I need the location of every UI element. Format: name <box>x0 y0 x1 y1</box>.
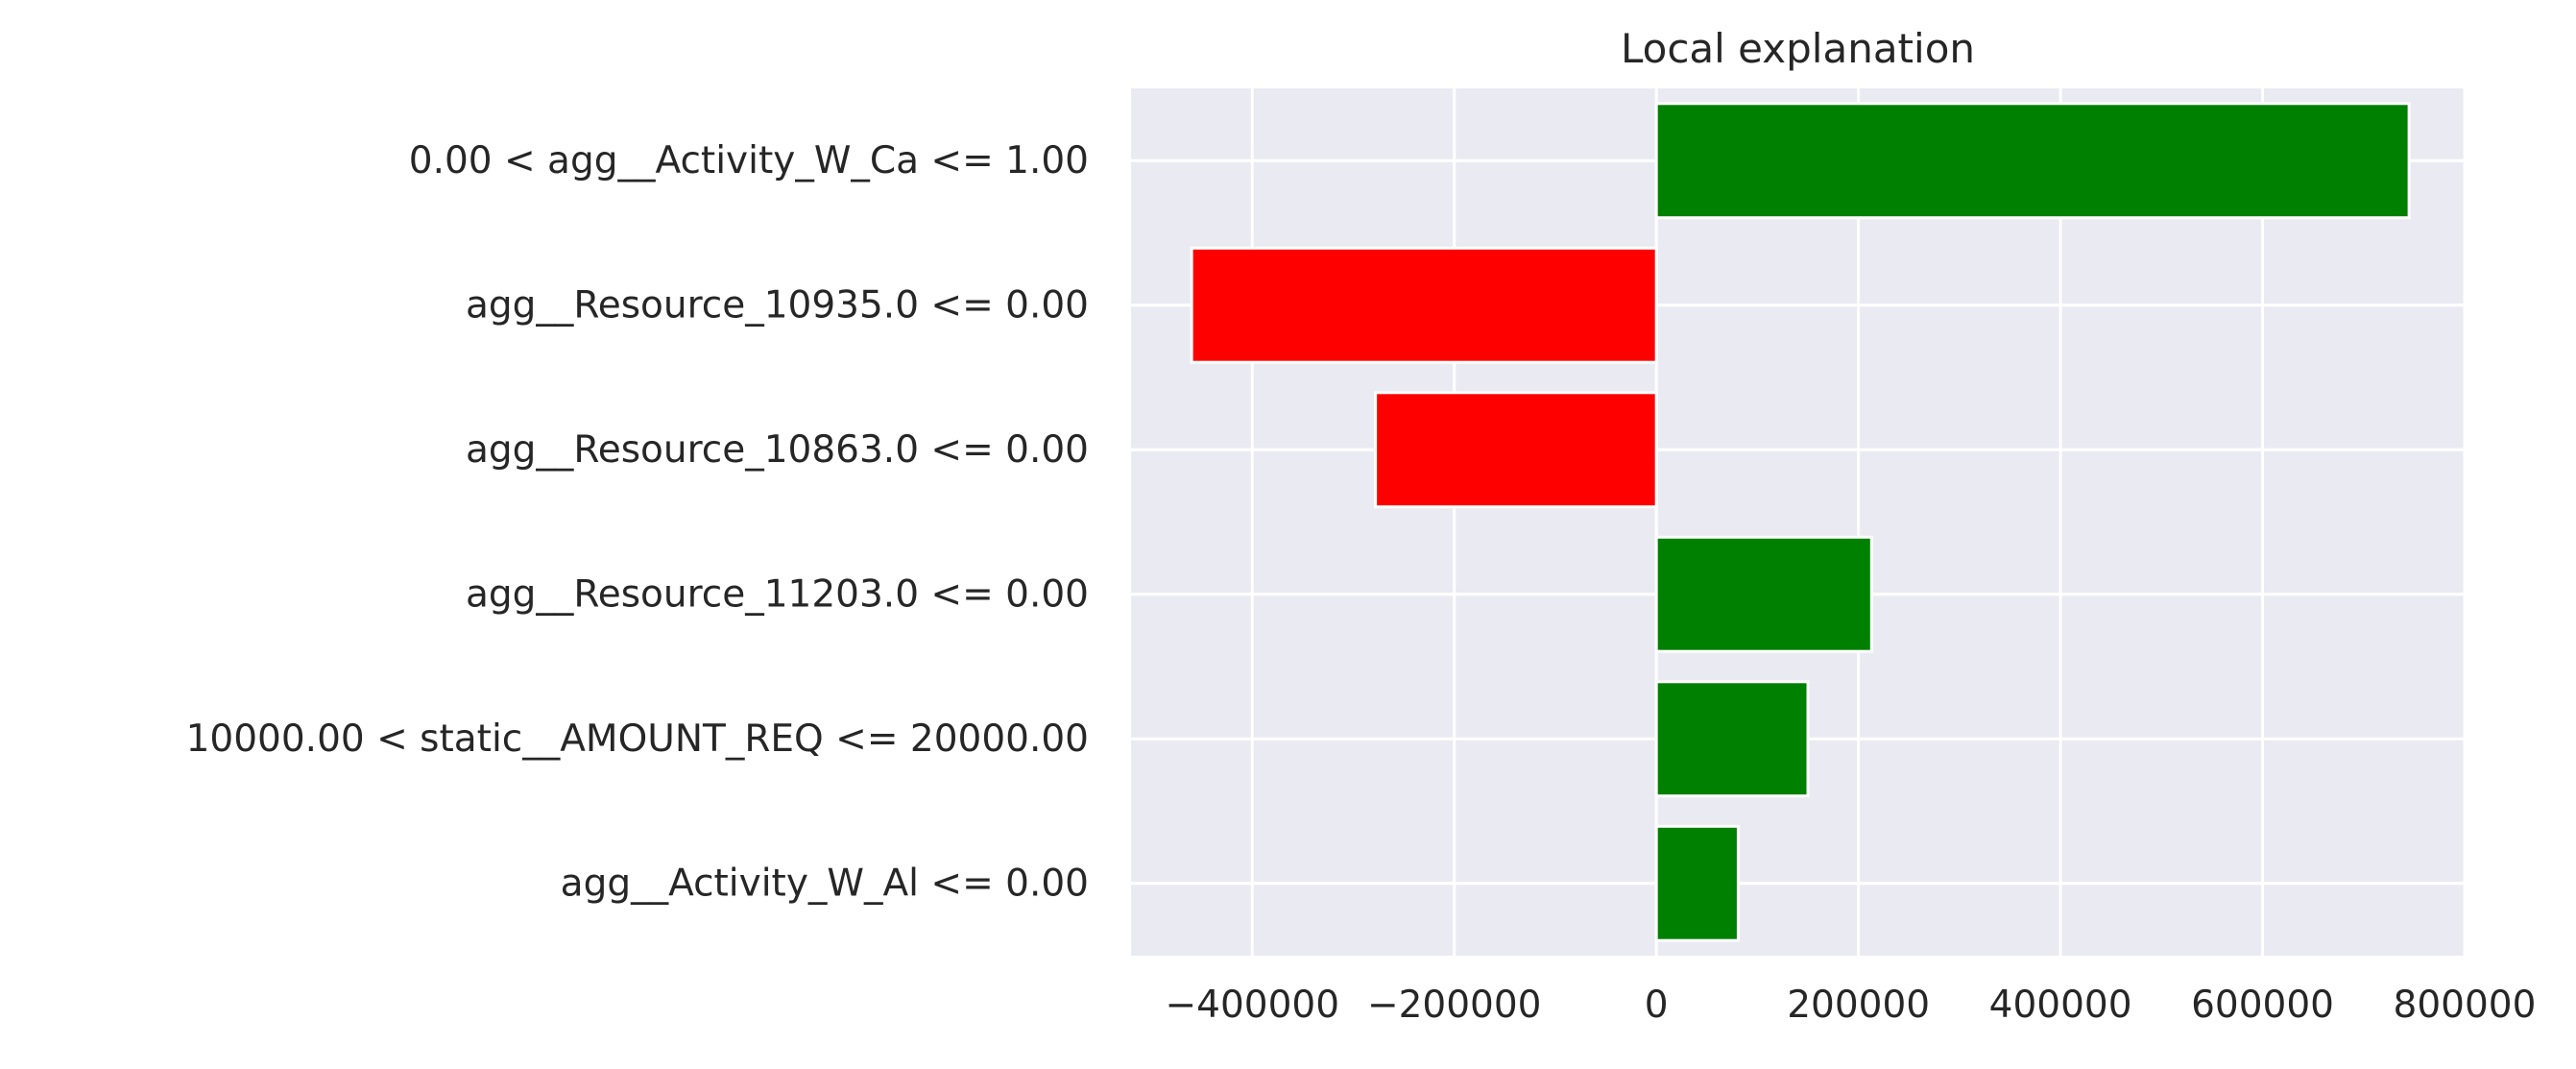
chart-title: Local explanation <box>1621 25 1975 72</box>
bar <box>1654 824 1740 942</box>
y-tick-label: agg__Resource_11203.0 <= 0.00 <box>466 572 1089 616</box>
x-tick-label: 0 <box>1645 984 1669 1027</box>
bar <box>1654 535 1873 653</box>
y-tick-label: 0.00 < agg__Activity_W_Ca <= 1.00 <box>409 139 1089 182</box>
y-tick-label: agg__Resource_10935.0 <= 0.00 <box>466 283 1089 327</box>
x-tick-label: 800000 <box>2394 984 2537 1027</box>
x-tick-label: 200000 <box>1787 984 1930 1027</box>
x-tick-label: 600000 <box>2191 984 2334 1027</box>
x-tick-label: 400000 <box>1989 984 2132 1027</box>
x-tick-labels: −400000 −200000 0 200000 400000 600000 800000 <box>1165 984 2536 1027</box>
bar <box>1654 102 2411 220</box>
y-tick-label: agg__Activity_W_Al <= 0.00 <box>561 862 1089 905</box>
x-tick-label: −400000 <box>1165 984 1339 1027</box>
y-tick-label: agg__Resource_10863.0 <= 0.00 <box>466 428 1089 472</box>
bar <box>1190 246 1658 364</box>
y-tick-labels: 0.00 < agg__Activity_W_Ca <= 1.00 agg__Re… <box>186 139 1089 906</box>
bar <box>1374 391 1658 509</box>
x-tick-label: −200000 <box>1367 984 1542 1027</box>
bars <box>1190 102 2411 942</box>
y-tick-label: 10000.00 < static__AMOUNT_REQ <= 20000.0… <box>186 717 1089 761</box>
plot-background <box>1131 88 2465 956</box>
bar <box>1654 680 1810 798</box>
